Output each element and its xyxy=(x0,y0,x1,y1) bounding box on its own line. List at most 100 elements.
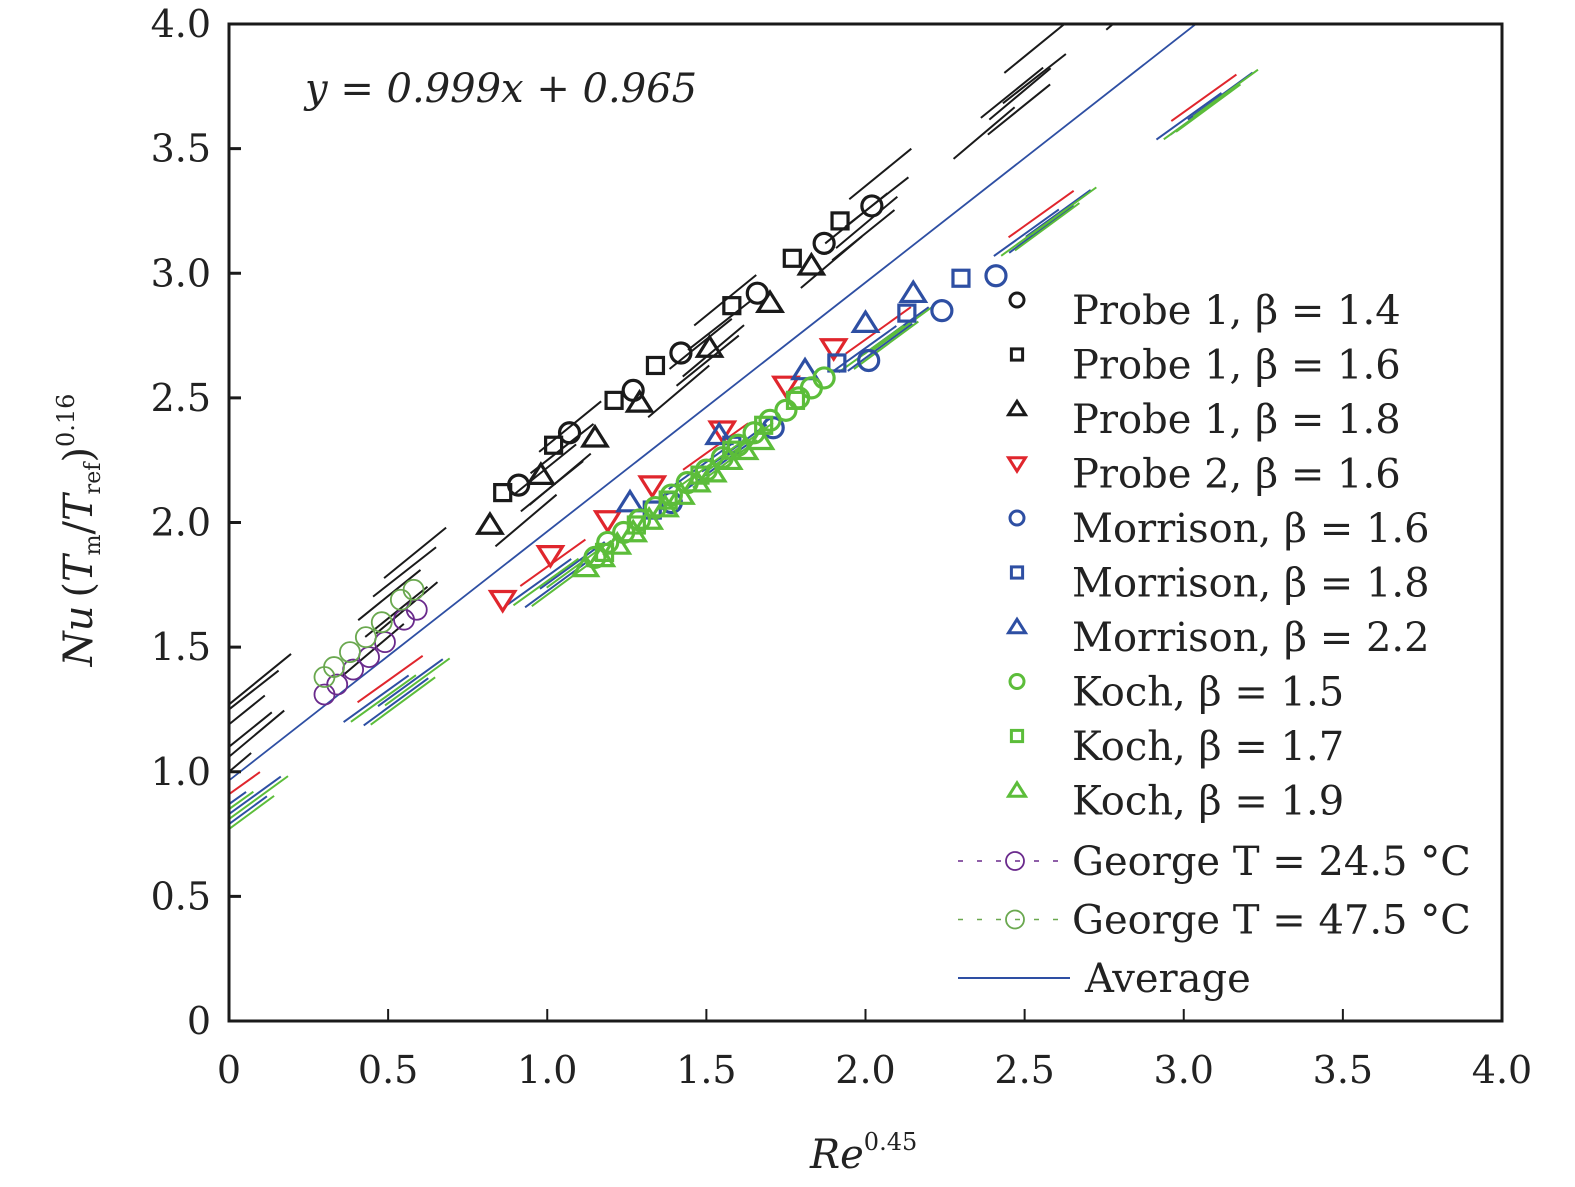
x-tick-label: 1.5 xyxy=(676,1048,736,1092)
y-tick-label: 0.5 xyxy=(151,874,211,918)
legend-label: Morrison, β = 2.2 xyxy=(1072,615,1430,661)
legend-item-koch-1-5: Koch, β = 1.5 xyxy=(1008,670,1344,716)
data-point xyxy=(745,281,769,305)
series-morrison-2-2 xyxy=(614,279,929,513)
data-point xyxy=(618,518,649,543)
legend-label: George T = 24.5 °C xyxy=(1072,839,1471,885)
data-point xyxy=(745,426,776,451)
x-axis-title-exponent: 0.45 xyxy=(864,1128,917,1156)
data-point xyxy=(697,458,728,483)
fit-line-12 xyxy=(229,24,1325,830)
data-point xyxy=(339,641,361,664)
data-point xyxy=(658,490,678,510)
x-tick-label: 1.0 xyxy=(517,1048,577,1092)
data-point xyxy=(694,334,725,358)
data-point xyxy=(402,578,425,601)
x-tick-label: 4.0 xyxy=(1472,1048,1532,1092)
data-point xyxy=(604,390,624,410)
average-line xyxy=(229,24,1198,782)
data-point xyxy=(326,673,349,696)
data-point xyxy=(626,515,646,535)
x-axis-title-base: Re xyxy=(809,1132,864,1178)
data-point xyxy=(586,543,617,568)
data-point xyxy=(897,303,917,323)
series-probe-1-1-6 xyxy=(493,211,850,503)
data-point xyxy=(665,481,696,505)
data-point xyxy=(354,626,377,649)
legend-item-probe-1-1-8: Probe 1, β = 1.8 xyxy=(1005,397,1401,443)
data-point xyxy=(812,231,836,255)
x-axis-ticks: 0 0.5 1.0 1.5 2.0 2.5 3.0 3.5 4.0 xyxy=(217,1009,1532,1092)
legend-label: Koch, β = 1.9 xyxy=(1072,779,1344,825)
svg-text:Re0.45: Re0.45 xyxy=(809,1128,917,1178)
legend-marker xyxy=(1008,509,1026,527)
legend-marker xyxy=(1005,779,1029,798)
legend-label: Average xyxy=(1084,956,1251,1002)
data-point xyxy=(634,506,665,530)
data-point xyxy=(818,338,849,363)
data-point xyxy=(930,299,954,323)
x-tick-label: 0.5 xyxy=(358,1048,418,1092)
data-point xyxy=(614,488,645,513)
data-point xyxy=(579,423,610,448)
fit-line-0 xyxy=(229,24,1066,706)
legend-item-morrison-1-8: Morrison, β = 1.8 xyxy=(1009,561,1430,607)
fit-line-6 xyxy=(229,24,1310,795)
data-point xyxy=(669,341,693,365)
data-point xyxy=(722,296,742,316)
legend-item-morrison-2-2: Morrison, β = 2.2 xyxy=(1005,615,1430,661)
x-tick-label: 3.0 xyxy=(1154,1048,1214,1092)
data-point xyxy=(370,611,393,634)
legend-label: Probe 1, β = 1.6 xyxy=(1072,343,1401,389)
legend-marker xyxy=(1008,291,1026,309)
data-point xyxy=(525,461,556,485)
data-markers xyxy=(313,194,1008,706)
y-tick-label: 3.0 xyxy=(151,251,211,295)
legend-marker xyxy=(1005,851,1025,871)
data-point xyxy=(850,309,881,333)
data-point xyxy=(650,493,680,518)
average-fit-line xyxy=(229,24,1198,782)
fit-lines xyxy=(229,24,1327,830)
data-point xyxy=(951,268,971,288)
legend-item-koch-1-7: Koch, β = 1.7 xyxy=(1009,724,1344,770)
series-probe-1-1-8 xyxy=(474,251,827,535)
fit-line-7 xyxy=(229,24,1320,805)
legend-label: Koch, β = 1.5 xyxy=(1072,670,1344,716)
data-point xyxy=(474,510,505,535)
legend-marker xyxy=(1005,456,1029,475)
data-point xyxy=(898,279,929,304)
legend-marker xyxy=(1005,616,1029,635)
data-point xyxy=(389,588,412,611)
data-point xyxy=(544,435,564,455)
data-point xyxy=(323,656,345,678)
data-point xyxy=(557,421,582,445)
data-point xyxy=(493,482,513,503)
legend-item-probe-2-1-6: Probe 2, β = 1.6 xyxy=(1005,452,1401,498)
data-point xyxy=(487,589,518,614)
data-point xyxy=(374,631,396,654)
y-tick-label: 0 xyxy=(187,999,211,1043)
data-point xyxy=(857,348,881,373)
legend: Probe 1, β = 1.4 Probe 1, β = 1.6 Probe 1,… xyxy=(958,288,1471,1002)
legend-item-koch-1-9: Koch, β = 1.9 xyxy=(1005,779,1344,825)
x-axis-title: Re0.45 xyxy=(809,1128,917,1178)
fit-line-5 xyxy=(229,24,1127,748)
data-point xyxy=(535,545,566,569)
legend-item-morrison-1-6: Morrison, β = 1.6 xyxy=(1008,506,1430,552)
legend-item-george-t-24-5-c: George T = 24.5 °C xyxy=(958,839,1471,885)
legend-item-probe-1-1-4: Probe 1, β = 1.4 xyxy=(1008,288,1401,334)
legend-label: George T = 47.5 °C xyxy=(1072,898,1471,944)
legend-marker xyxy=(1005,398,1029,417)
legend-marker xyxy=(1009,728,1025,744)
legend-item-probe-1-1-6: Probe 1, β = 1.6 xyxy=(1009,343,1401,389)
fit-line-9 xyxy=(229,24,1324,825)
series-probe-2-1-6 xyxy=(487,338,849,614)
data-point xyxy=(645,355,666,376)
data-point xyxy=(393,608,415,631)
svg-text:Nu(Tm/Tref)0.16: Nu(Tm/Tref)0.16 xyxy=(52,394,106,668)
legend-label: Probe 1, β = 1.8 xyxy=(1072,397,1401,443)
y-axis-title: Nu(Tm/Tref)0.16 xyxy=(52,394,106,668)
x-tick-label: 0 xyxy=(217,1048,241,1092)
